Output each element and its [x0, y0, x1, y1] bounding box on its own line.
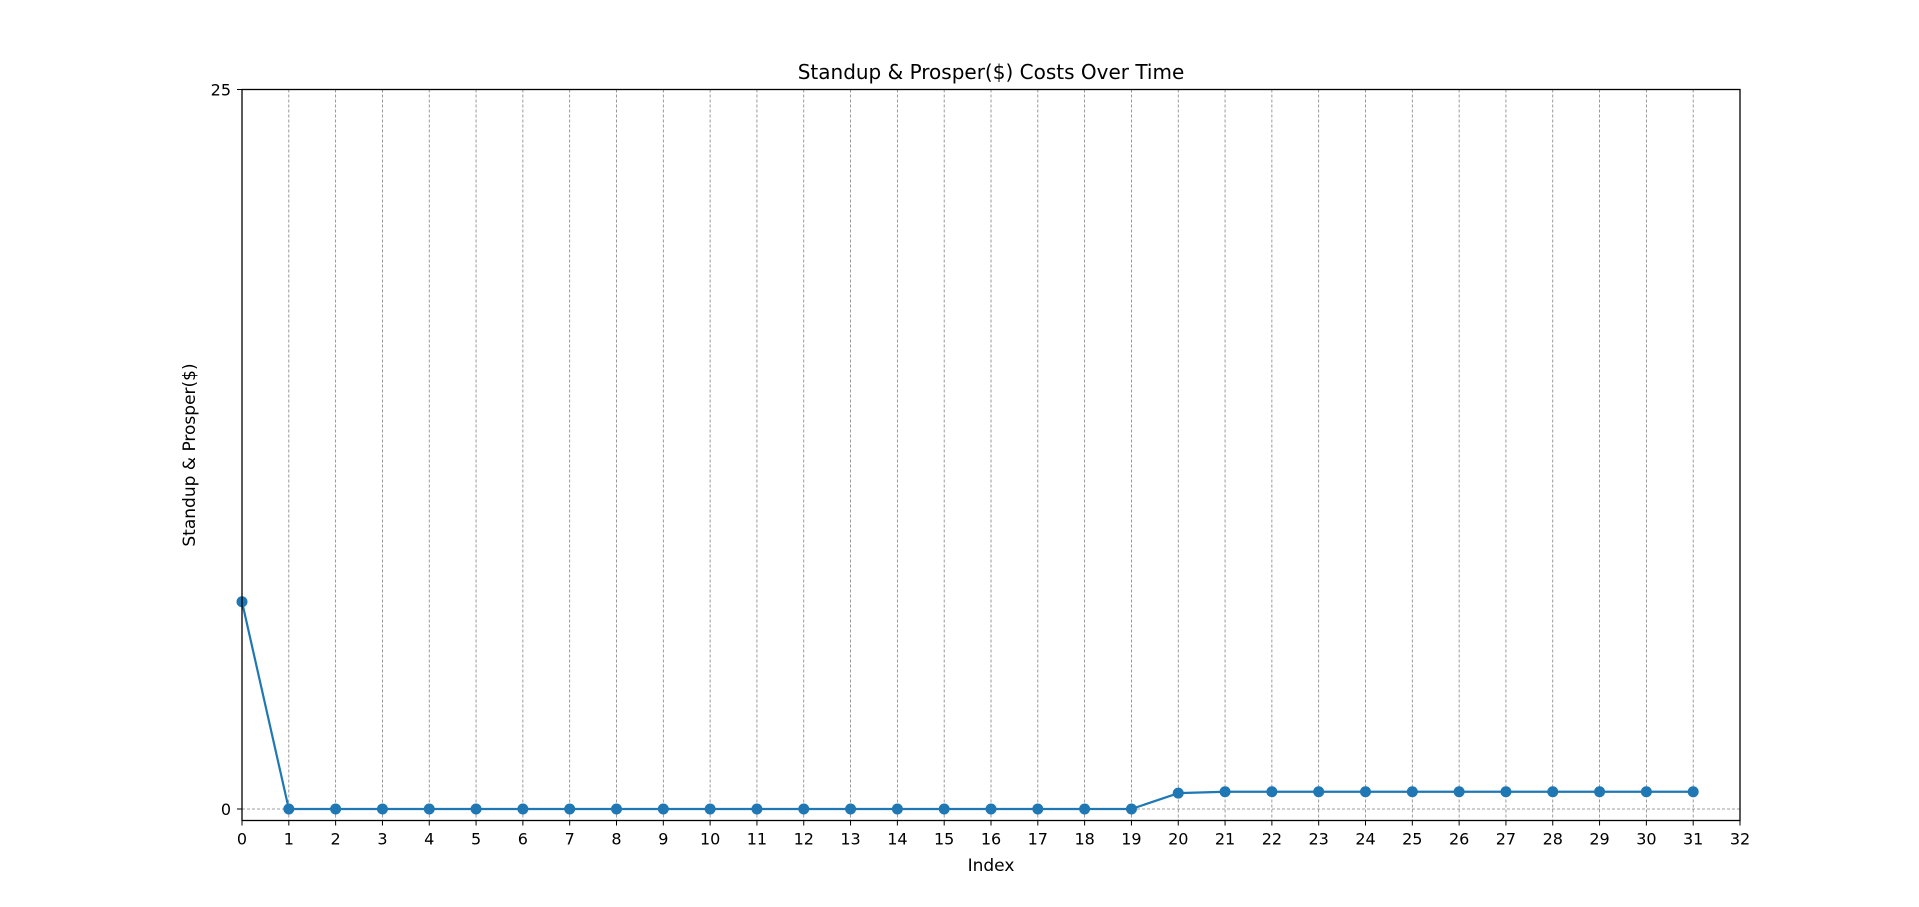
x-tick-label: 25	[1402, 830, 1422, 849]
data-point	[798, 803, 810, 815]
x-tick-label: 3	[377, 830, 387, 849]
x-tick-label: 0	[237, 830, 247, 849]
y-axis-ticks: 0 25	[211, 81, 242, 819]
x-tick-label: 15	[934, 830, 954, 849]
x-axis-ticks: 0 1 2 3 4 5 6 7 8 9 10 11 12 13 14 15 16 17 18 19 20 21 22 23 24…	[237, 820, 1750, 849]
series-line	[240, 601, 1694, 811]
y-axis-title: Standup & Prosper($)	[180, 363, 200, 546]
data-point	[611, 803, 622, 815]
x-tick-label: 9	[658, 830, 668, 849]
x-tick-label: 32	[1730, 830, 1750, 849]
y-tick-label: 0	[221, 800, 231, 819]
x-tick-label: 24	[1355, 830, 1375, 849]
x-tick-label: 28	[1543, 830, 1563, 849]
data-point	[1500, 786, 1512, 798]
data-point	[1313, 786, 1325, 798]
data-point	[1406, 786, 1418, 798]
data-point	[376, 803, 388, 815]
data-point	[657, 803, 669, 815]
x-tick-label: 18	[1074, 830, 1094, 849]
data-point	[564, 803, 576, 815]
x-tick-label: 11	[747, 830, 767, 849]
x-tick-label: 31	[1683, 830, 1703, 849]
x-tick-label: 12	[794, 830, 814, 849]
data-point	[845, 803, 857, 815]
data-point	[985, 803, 997, 815]
data-point	[1360, 786, 1371, 798]
y-tick-label: 25	[211, 81, 231, 100]
x-tick-label: 26	[1449, 830, 1469, 849]
data-point	[1172, 787, 1184, 799]
data-point	[283, 803, 295, 815]
data-point	[1032, 803, 1044, 815]
x-tick-label: 14	[887, 830, 907, 849]
data-point	[704, 803, 716, 815]
x-tick-label: 16	[981, 830, 1001, 849]
data-point	[1687, 786, 1699, 798]
data-point	[1547, 786, 1559, 798]
series-layer	[236, 596, 1699, 815]
x-tick-label: 30	[1636, 830, 1656, 849]
x-tick-label: 20	[1168, 830, 1188, 849]
data-point	[1266, 786, 1278, 798]
x-tick-label: 17	[1028, 830, 1048, 849]
x-tick-label: 1	[284, 830, 294, 849]
data-point	[517, 803, 529, 815]
x-tick-label: 7	[565, 830, 575, 849]
data-point	[423, 803, 435, 815]
data-point	[330, 803, 342, 815]
x-tick-label: 13	[840, 830, 860, 849]
data-point	[938, 803, 950, 815]
data-point	[1219, 786, 1231, 798]
x-tick-label: 27	[1496, 830, 1516, 849]
data-point	[1453, 786, 1465, 798]
data-point	[1125, 803, 1137, 815]
x-tick-label: 5	[471, 830, 481, 849]
data-point	[470, 803, 482, 815]
x-tick-label: 22	[1262, 830, 1282, 849]
data-point	[891, 803, 903, 815]
x-tick-label: 23	[1309, 830, 1329, 849]
data-point	[1079, 803, 1091, 815]
x-tick-label: 10	[700, 830, 720, 849]
data-point	[1640, 786, 1652, 798]
x-tick-label: 19	[1121, 830, 1141, 849]
x-tick-label: 6	[518, 830, 528, 849]
x-tick-label: 8	[611, 830, 621, 849]
x-tick-label: 29	[1589, 830, 1609, 849]
x-axis-title: Index	[968, 856, 1015, 876]
x-tick-label: 21	[1215, 830, 1235, 849]
chart-title: Standup & Prosper($) Costs Over Time	[798, 60, 1185, 84]
data-point	[751, 803, 763, 815]
x-tick-label: 4	[424, 830, 434, 849]
x-tick-label: 2	[331, 830, 341, 849]
data-point	[1594, 786, 1606, 798]
